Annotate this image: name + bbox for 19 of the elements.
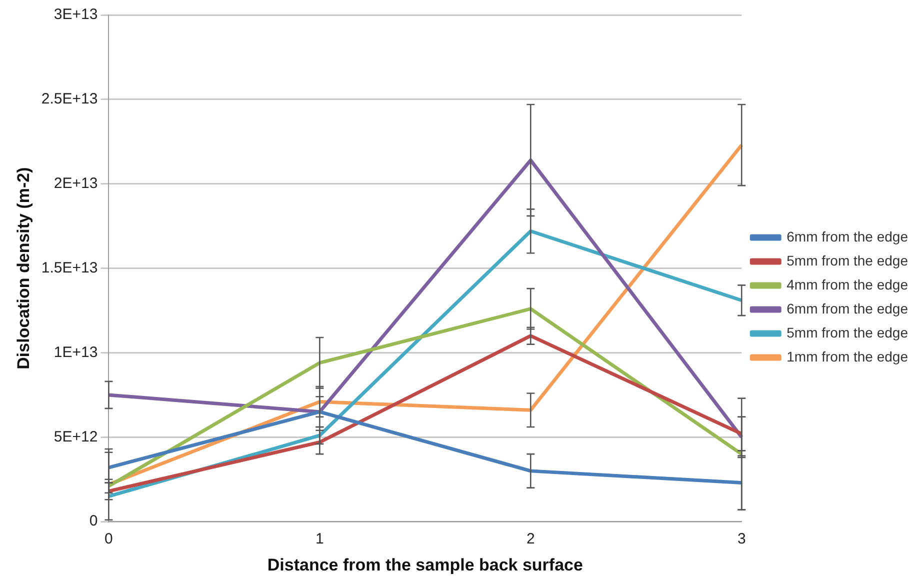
y-tick-label: 2E+13 bbox=[54, 175, 98, 192]
y-tick-label: 0 bbox=[89, 512, 98, 530]
x-tick-label: 0 bbox=[104, 530, 113, 548]
y-axis-title: Dislocation density (m-2) bbox=[14, 167, 33, 370]
legend-label: 4mm from the edge bbox=[786, 276, 908, 292]
y-tick-label: 1.5E+13 bbox=[41, 259, 98, 276]
x-tick-label: 2 bbox=[526, 530, 535, 548]
x-tick-label: 1 bbox=[316, 530, 324, 548]
x-axis-title: Distance from the sample back surface bbox=[267, 555, 583, 574]
y-tick-label: 2.5E+13 bbox=[41, 90, 98, 108]
y-tick-label: 5E+12 bbox=[54, 428, 98, 446]
legend-label: 1mm from the edge bbox=[786, 348, 908, 364]
legend-label: 6mm from the edge bbox=[786, 228, 908, 244]
y-tick-label: 1E+13 bbox=[54, 344, 98, 361]
legend-label: 5mm from the edge bbox=[786, 252, 908, 268]
x-tick-label: 3 bbox=[737, 530, 746, 548]
y-tick-label: 3E+13 bbox=[54, 6, 98, 24]
legend-label: 6mm from the edge bbox=[786, 300, 908, 316]
legend-label: 5mm from the edge bbox=[786, 324, 908, 340]
